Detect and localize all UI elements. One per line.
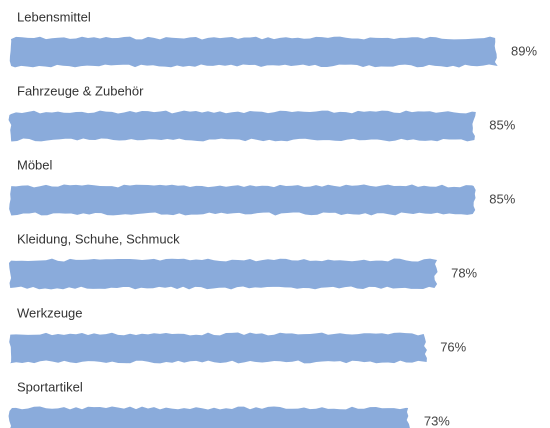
value-label: 89% (511, 43, 537, 58)
category-label: Fahrzeuge & Zubehör (17, 83, 144, 98)
value-label: 78% (451, 265, 477, 280)
category-label: Möbel (17, 157, 53, 172)
bar (8, 258, 438, 290)
category-label: Lebensmittel (17, 9, 91, 24)
value-label: 85% (489, 117, 515, 132)
bar (8, 406, 410, 428)
category-label: Sportartikel (17, 379, 83, 394)
category-label: Werkzeuge (17, 305, 83, 320)
bar (9, 184, 476, 216)
bar (9, 332, 427, 364)
value-label: 85% (489, 191, 515, 206)
value-label: 76% (440, 339, 466, 354)
bar (8, 110, 476, 142)
bar (9, 36, 498, 68)
value-label: 73% (424, 413, 450, 428)
category-label: Kleidung, Schuhe, Schmuck (17, 231, 180, 246)
